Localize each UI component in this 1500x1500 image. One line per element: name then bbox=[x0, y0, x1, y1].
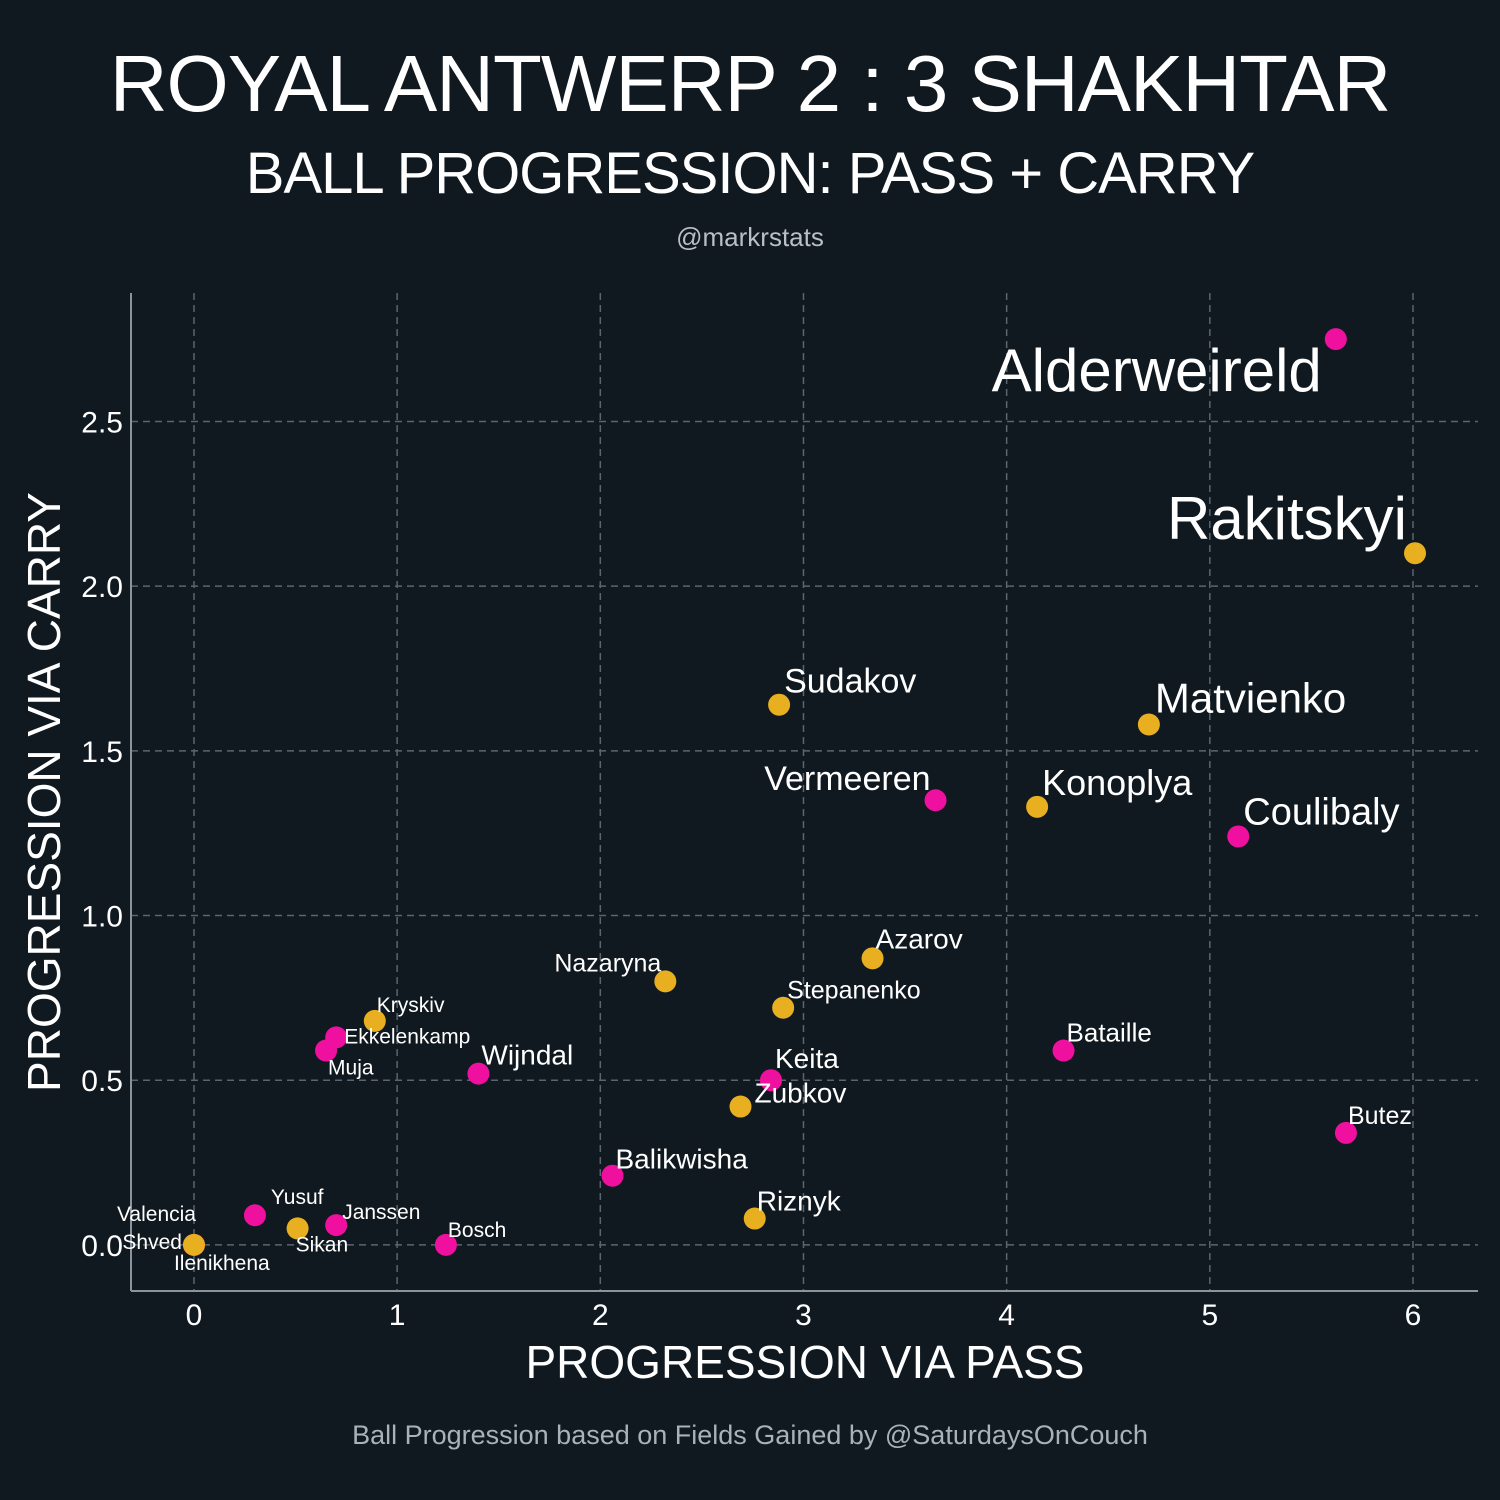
data-point-bosch bbox=[434, 1233, 457, 1256]
footer-credit: Ball Progression based on Fields Gained … bbox=[352, 1420, 1148, 1450]
point-label-azarov: Azarov bbox=[876, 923, 963, 954]
point-label-wijndal: Wijndal bbox=[481, 1040, 573, 1071]
y-tick-label: 2.0 bbox=[81, 571, 123, 604]
data-point-alderweireld bbox=[1324, 328, 1347, 351]
point-label-kryskiv: Kryskiv bbox=[377, 994, 445, 1017]
data-point-zubkov bbox=[729, 1095, 752, 1118]
data-point-yusuf bbox=[243, 1204, 266, 1227]
grid-lines bbox=[131, 293, 1478, 1291]
point-label-valencia: Valencia bbox=[117, 1203, 196, 1226]
data-point-konoplya bbox=[1026, 795, 1049, 818]
point-label-muja: Muja bbox=[328, 1057, 374, 1080]
point-label-konoplya: Konoplya bbox=[1042, 762, 1193, 803]
chart-subtitle: BALL PROGRESSION: PASS + CARRY bbox=[245, 141, 1255, 206]
point-label-vermeeren: Vermeeren bbox=[764, 760, 930, 798]
point-label-butez: Butez bbox=[1348, 1102, 1412, 1130]
data-point-coulibaly bbox=[1227, 825, 1250, 848]
data-point-riznyk bbox=[743, 1207, 766, 1230]
point-label-bosch: Bosch bbox=[448, 1219, 506, 1242]
chart-title: ROYAL ANTWERP 2 : 3 SHAKHTAR bbox=[109, 39, 1391, 128]
y-tick-label: 2.5 bbox=[81, 406, 123, 439]
point-label-stepanenko: Stepanenko bbox=[787, 977, 920, 1005]
data-point-butez bbox=[1334, 1121, 1357, 1144]
data-point-kryskiv bbox=[363, 1009, 386, 1032]
point-label-coulibaly: Coulibaly bbox=[1243, 791, 1399, 833]
tick-labels: 0 1 2 3 4 5 6 0.0 0.5 1.0 1.5 2.0 2.5 bbox=[81, 406, 1421, 1332]
point-label-yusuf: Yusuf bbox=[271, 1186, 324, 1209]
x-tick-label: 3 bbox=[795, 1299, 812, 1332]
data-point-janssen bbox=[325, 1214, 348, 1237]
y-tick-label: 0.5 bbox=[81, 1065, 123, 1098]
x-tick-label: 4 bbox=[998, 1299, 1015, 1332]
x-tick-label: 2 bbox=[592, 1299, 609, 1332]
data-point-balikwisha bbox=[601, 1164, 624, 1187]
data-point-azarov bbox=[861, 947, 884, 970]
point-label-ekkelenkamp: Ekkelenkamp bbox=[344, 1025, 470, 1048]
author-handle: @markrstats bbox=[676, 222, 824, 252]
data-point-muja bbox=[315, 1039, 338, 1062]
point-labels: Alderweireld Vermeeren Coulibaly Bataille Bu… bbox=[117, 337, 1412, 1275]
point-label-matvienko: Matvienko bbox=[1155, 674, 1346, 721]
point-label-shved: Shved bbox=[122, 1231, 182, 1254]
data-point-nazaryna bbox=[654, 970, 677, 993]
point-label-janssen: Janssen bbox=[342, 1201, 420, 1224]
data-point-bataille bbox=[1052, 1039, 1075, 1062]
point-label-balikwisha: Balikwisha bbox=[616, 1144, 749, 1175]
x-tick-label: 6 bbox=[1405, 1299, 1422, 1332]
y-axis-label: PROGRESSION VIA CARRY bbox=[18, 492, 70, 1092]
point-label-keita: Keita bbox=[775, 1043, 839, 1074]
y-tick-label: 1.5 bbox=[81, 736, 123, 769]
data-points bbox=[182, 328, 1427, 1256]
data-point-wijndal bbox=[467, 1062, 490, 1085]
point-label-zubkov: Zubkov bbox=[755, 1078, 847, 1109]
data-point-stepanenko bbox=[772, 996, 795, 1019]
x-tick-label: 1 bbox=[389, 1299, 406, 1332]
point-label-sudakov: Sudakov bbox=[784, 663, 916, 701]
x-tick-label: 5 bbox=[1201, 1299, 1218, 1332]
data-point-keita bbox=[759, 1069, 782, 1092]
data-point-sudakov bbox=[768, 693, 791, 716]
y-tick-label: 1.0 bbox=[81, 901, 123, 934]
x-axis-label: PROGRESSION VIA PASS bbox=[526, 1336, 1085, 1388]
point-label-alderweireld: Alderweireld bbox=[992, 337, 1322, 404]
data-point-sikan bbox=[286, 1217, 309, 1240]
data-point-rakitskyi bbox=[1404, 542, 1427, 565]
point-label-sikan: Sikan bbox=[296, 1233, 349, 1256]
point-label-nazaryna: Nazaryna bbox=[554, 949, 661, 977]
axis-spines bbox=[130, 293, 1478, 1292]
point-label-rakitskyi: Rakitskyi bbox=[1167, 485, 1407, 552]
point-label-riznyk: Riznyk bbox=[757, 1186, 842, 1217]
data-point-matvienko bbox=[1137, 713, 1160, 736]
point-label-bataille: Bataille bbox=[1067, 1018, 1152, 1048]
data-point-vermeeren bbox=[924, 789, 947, 812]
point-label-ilenikhena: Ilenikhena bbox=[174, 1252, 270, 1275]
y-tick-label: 0.0 bbox=[81, 1230, 123, 1263]
x-tick-label: 0 bbox=[186, 1299, 203, 1332]
data-point-shved bbox=[182, 1233, 205, 1256]
